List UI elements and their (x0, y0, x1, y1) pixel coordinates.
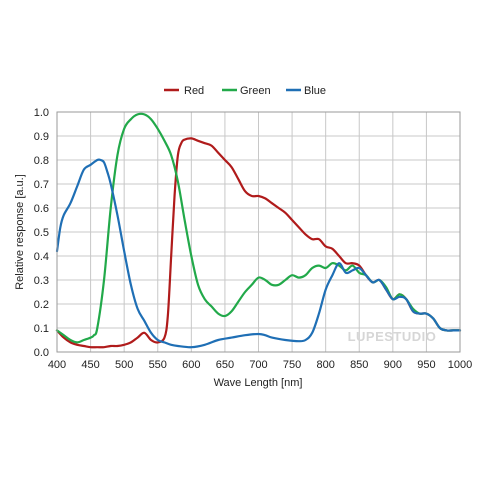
y-tick-label: 0.9 (34, 131, 49, 143)
y-tick-label: 0.2 (34, 299, 49, 311)
x-tick-label: 1000 (448, 359, 472, 371)
y-tick-label: 0.4 (34, 251, 49, 263)
y-axis-title: Relative response [a.u.] (14, 174, 26, 290)
x-tick-label: 800 (316, 359, 334, 371)
legend-label-green: Green (240, 85, 271, 97)
y-tick-label: 0.6 (34, 203, 49, 215)
grid (56, 111, 461, 353)
x-tick-label: 400 (48, 359, 66, 371)
x-tick-label: 900 (384, 359, 402, 371)
x-tick-label: 600 (182, 359, 200, 371)
watermark: LUPESTUDIO (348, 329, 437, 344)
x-tick-label: 850 (350, 359, 368, 371)
x-axis-title: Wave Length [nm] (214, 377, 303, 389)
plot-frame (56, 111, 461, 353)
y-tick-label: 0.1 (34, 323, 49, 335)
y-tick-label: 0.7 (34, 179, 49, 191)
x-tick-label: 650 (216, 359, 234, 371)
y-tick-label: 0.8 (34, 155, 49, 167)
legend: Red Green Blue (164, 85, 326, 97)
y-tick-label: 0.3 (34, 275, 49, 287)
series-line-blue (55, 158, 462, 349)
x-tick-label: 450 (81, 359, 99, 371)
series-lines (55, 112, 462, 349)
legend-label-red: Red (184, 85, 204, 97)
x-tick-label: 550 (149, 359, 167, 371)
y-tick-label: 0.5 (34, 227, 49, 239)
legend-label-blue: Blue (304, 85, 326, 97)
y-tick-labels: 0.0 0.1 0.2 0.3 0.4 0.5 0.6 0.7 0.8 0.9 1.0 (34, 107, 49, 359)
x-tick-labels: 400 450 500 550 600 650 700 750 800 850 900 950 1000 (48, 359, 472, 371)
x-tick-label: 750 (283, 359, 301, 371)
x-tick-label: 950 (417, 359, 435, 371)
plot-border (56, 111, 461, 353)
y-tick-label: 1.0 (34, 107, 49, 119)
x-tick-label: 700 (249, 359, 267, 371)
x-tick-label: 500 (115, 359, 133, 371)
y-tick-label: 0.0 (34, 347, 49, 359)
